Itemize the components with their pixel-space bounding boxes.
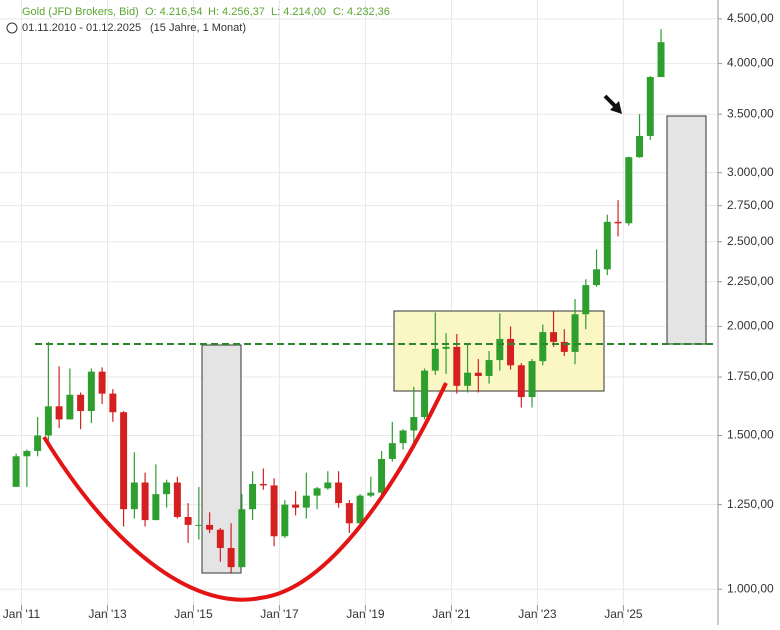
candle-body: [410, 416, 418, 431]
candle-body: [77, 394, 85, 412]
y-tick-label: 2.750,00: [727, 198, 774, 212]
candle-body: [485, 360, 493, 376]
candle-body: [474, 372, 482, 376]
y-tick-label: 1.750,00: [727, 369, 774, 383]
candle-body: [646, 77, 654, 136]
candle-body: [98, 371, 106, 394]
candle-body: [421, 370, 429, 417]
candle-body: [130, 482, 138, 510]
candle-body: [636, 135, 644, 158]
x-tick-label: Jan '11: [3, 607, 41, 621]
x-tick-label: Jan '15: [174, 607, 213, 621]
candle-body: [367, 492, 375, 496]
candle-body: [141, 482, 149, 521]
candle-body: [453, 346, 461, 386]
y-tick-label: 3.000,00: [727, 165, 774, 179]
candle-body: [281, 504, 289, 537]
y-tick-label: 4.500,00: [727, 11, 774, 25]
grid: [0, 0, 718, 625]
date-span: (15 Jahre, 1 Monat): [150, 22, 246, 34]
candle-body: [550, 332, 558, 342]
candle-body: [507, 338, 515, 366]
candle-body: [582, 285, 590, 315]
candle-body: [345, 503, 353, 524]
candle-body: [378, 458, 386, 493]
candle-body: [528, 361, 536, 398]
candle-body: [560, 341, 568, 352]
candle-body: [625, 157, 633, 224]
candle-body: [163, 482, 171, 495]
candle-body: [539, 332, 547, 362]
candle-body: [55, 406, 63, 420]
y-tick-label: 2.500,00: [727, 234, 774, 248]
candle-body: [571, 314, 579, 352]
y-tick-label: 1.000,00: [727, 581, 774, 595]
date-range: 01.11.2010 - 01.12.2025: [22, 22, 141, 34]
candle-body: [442, 346, 450, 349]
candle-body: [12, 456, 20, 487]
y-tick-label: 4.000,00: [727, 56, 774, 70]
candle-body: [109, 393, 117, 413]
x-tick-label: Jan '19: [346, 607, 385, 621]
candle-body: [195, 524, 203, 526]
arrow: [603, 94, 622, 114]
candle-body: [356, 495, 364, 524]
candle-body: [593, 269, 601, 286]
candle-body: [388, 443, 396, 459]
x-tick-label: Jan '21: [432, 607, 471, 621]
y-tick-label: 1.250,00: [727, 497, 774, 511]
y-tick-label: 2.000,00: [727, 319, 774, 333]
high-quote: H: 4.256,37: [208, 6, 265, 18]
low-quote: L: 4.214,00: [271, 6, 326, 18]
y-tick-label: 1.500,00: [727, 428, 774, 442]
candle-body: [614, 221, 622, 224]
instrument: Gold (JFD Brokers, Bid): [22, 6, 139, 18]
candle-body: [206, 524, 214, 530]
y-tick-label: 3.500,00: [727, 106, 774, 120]
candle-body: [173, 482, 181, 517]
candles: [12, 29, 665, 573]
candle-body: [517, 365, 525, 398]
candle-body: [23, 450, 31, 457]
cup-arc: [42, 382, 448, 602]
candle-body: [87, 371, 95, 412]
candle-body: [259, 483, 267, 486]
open-quote: O: 4.216,54: [145, 6, 203, 18]
x-tick-label: Jan '23: [518, 607, 557, 621]
candle-body: [324, 482, 332, 489]
candle-body: [464, 372, 472, 386]
candle-body: [431, 348, 439, 371]
target-box: [666, 115, 707, 345]
candle-body: [496, 338, 504, 361]
candle-body: [238, 509, 246, 568]
candle-body: [335, 482, 343, 504]
x-tick-label: Jan '17: [260, 607, 299, 621]
candle-body: [657, 42, 665, 78]
x-tick-label: Jan '13: [88, 607, 127, 621]
candle-body: [399, 430, 407, 444]
candle-body: [120, 412, 128, 510]
candle-body: [152, 494, 160, 521]
candle-body: [184, 516, 192, 525]
candle-body: [603, 221, 611, 270]
candle-body: [34, 435, 42, 451]
candle-body: [66, 394, 74, 420]
candle-body: [270, 485, 278, 537]
x-tick-label: Jan '25: [604, 607, 643, 621]
close-quote: C: 4.232,36: [333, 6, 390, 18]
candle-body: [292, 504, 300, 508]
candle-body: [313, 488, 321, 496]
candle-body: [227, 547, 235, 568]
header: Gold (JFD Brokers, Bid) O: 4.216,54 H: 4…: [6, 6, 390, 34]
clock-icon: [6, 22, 18, 34]
candle-body: [249, 483, 257, 510]
y-tick-label: 2.250,00: [727, 274, 774, 288]
candle-body: [44, 406, 52, 436]
candle-body: [302, 495, 310, 508]
candle-body: [216, 529, 224, 548]
